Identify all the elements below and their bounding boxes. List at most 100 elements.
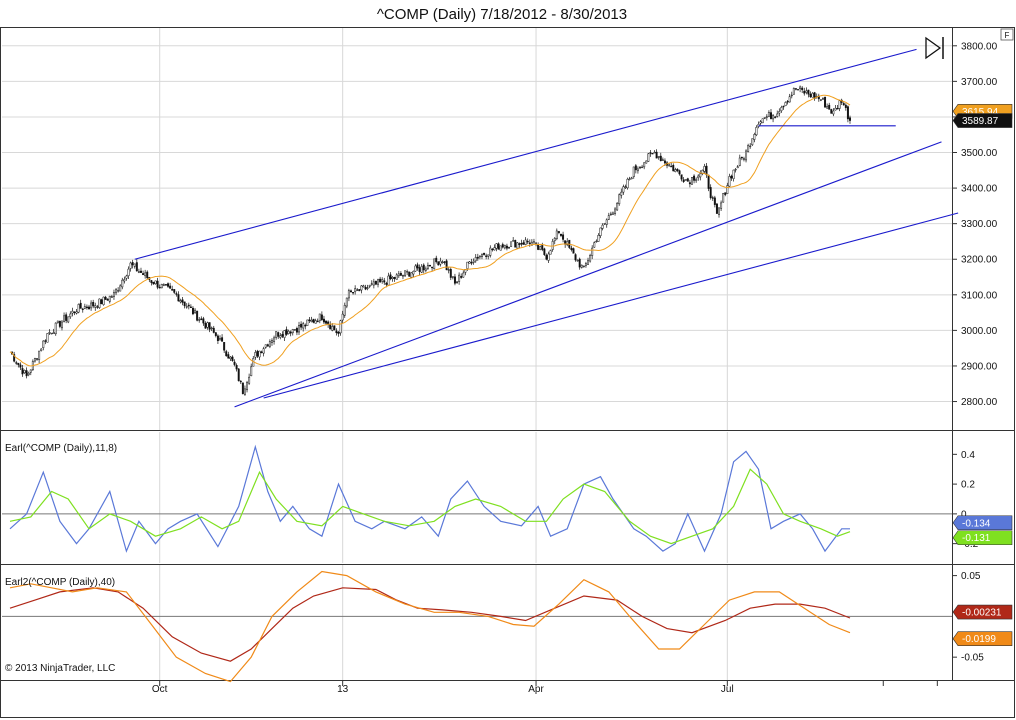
- candle-body: [445, 260, 448, 271]
- candle-body: [830, 109, 833, 114]
- candle-body: [790, 94, 793, 97]
- candle-body: [81, 308, 84, 311]
- earl-series-0: [9, 444, 850, 553]
- candle-body: [389, 274, 392, 280]
- candle-body: [826, 106, 829, 109]
- candle-body: [576, 260, 579, 262]
- candle-body: [772, 115, 775, 120]
- candle-body: [281, 334, 284, 337]
- candle-body: [248, 376, 251, 384]
- candle-body: [742, 158, 745, 160]
- candle-body: [493, 247, 496, 251]
- candle-body: [661, 159, 664, 161]
- earl2-series-0: [9, 587, 851, 662]
- candle-body: [601, 224, 604, 229]
- candle-body: [774, 116, 777, 118]
- price-panel[interactable]: 3800.003700.003600.003500.003400.003300.…: [2, 28, 1013, 430]
- candle-body: [765, 116, 768, 118]
- earl2-grid: [2, 565, 952, 680]
- candle-body: [541, 245, 544, 250]
- earl-value-label-0-bg: [952, 515, 1013, 531]
- candle-body: [295, 328, 298, 333]
- candle-body: [54, 322, 57, 335]
- candle-body: [508, 246, 510, 249]
- candle-body: [628, 178, 631, 180]
- f-button-label[interactable]: F: [1005, 31, 1010, 40]
- earl-series-1: [9, 468, 851, 545]
- candle-body: [518, 243, 521, 245]
- candle-body: [651, 153, 654, 155]
- candle-body: [809, 93, 812, 98]
- candle-body: [202, 318, 205, 324]
- candle-body: [206, 322, 209, 328]
- candle-body: [522, 242, 525, 245]
- candle-body: [570, 247, 573, 250]
- candle-body: [322, 318, 325, 323]
- candle-body: [670, 165, 673, 168]
- candle-body: [834, 107, 837, 111]
- candle-body: [443, 261, 446, 263]
- candle-body: [726, 185, 729, 194]
- candle-body: [528, 242, 531, 245]
- candle-body: [784, 102, 787, 106]
- candle-body: [456, 281, 459, 283]
- candle-body: [485, 255, 488, 257]
- candle-body: [146, 271, 149, 279]
- candle-body: [273, 337, 276, 342]
- candle-body: [221, 337, 224, 342]
- earl-panel[interactable]: 0.40.20-0.2 -0.134-0.131 Earl(^COMP (Dai…: [2, 432, 1013, 563]
- candle-body: [422, 264, 425, 271]
- panel-frames: [0, 27, 1015, 718]
- candle-body: [458, 274, 461, 282]
- candle-body: [341, 313, 344, 321]
- candle-body: [335, 330, 338, 334]
- candle-body: [645, 160, 648, 164]
- candle-body: [229, 356, 232, 360]
- candle-body: [374, 280, 377, 285]
- candle-body: [678, 170, 681, 175]
- x-axis-tick-label: Jul: [721, 684, 734, 695]
- candle-body: [849, 117, 851, 121]
- candle-body: [119, 285, 122, 292]
- candle-body: [196, 310, 199, 321]
- earl2-panel[interactable]: 0.05 -0.05 -0.00231 -0.0199 Earl2(^COMP (D…: [2, 565, 1013, 683]
- candle-body: [761, 118, 764, 124]
- candle-body: [730, 175, 733, 179]
- candle-body: [801, 87, 804, 90]
- candle-body: [90, 302, 93, 309]
- candle-body: [77, 304, 80, 313]
- candle-body: [123, 279, 126, 282]
- candle-body: [429, 264, 431, 267]
- candle-body: [441, 261, 444, 263]
- candle-body: [630, 177, 633, 180]
- candle-body: [424, 268, 427, 271]
- candle-body: [198, 319, 201, 321]
- candle-body: [676, 168, 679, 171]
- candle-body: [100, 299, 103, 304]
- candle-body: [659, 155, 662, 162]
- end-arrow-icon[interactable]: [925, 36, 944, 60]
- candle-body: [96, 306, 99, 308]
- earl2-panel-label: Earl2(^COMP (Daily),40): [5, 577, 115, 588]
- candle-body: [740, 156, 743, 159]
- candle-body: [133, 263, 136, 267]
- candle-body: [50, 332, 53, 335]
- candle-body: [794, 88, 797, 90]
- candle-body: [722, 193, 725, 203]
- candle-body: [33, 357, 36, 362]
- f-button[interactable]: F: [1000, 28, 1014, 41]
- candle-body: [15, 362, 18, 364]
- price-tick-label: 3300.00: [961, 219, 998, 230]
- f-button-frame[interactable]: [1000, 28, 1014, 41]
- candle-body: [738, 157, 741, 166]
- candle-body: [497, 243, 500, 250]
- candle-body: [782, 105, 785, 108]
- price-grid: [2, 28, 952, 430]
- candle-body: [117, 290, 120, 292]
- candle-body: [40, 348, 43, 351]
- candle-body: [239, 380, 242, 383]
- candle-body: [21, 368, 24, 375]
- candle-body: [404, 270, 407, 277]
- candle-body: [505, 245, 508, 249]
- candle-body: [210, 327, 213, 329]
